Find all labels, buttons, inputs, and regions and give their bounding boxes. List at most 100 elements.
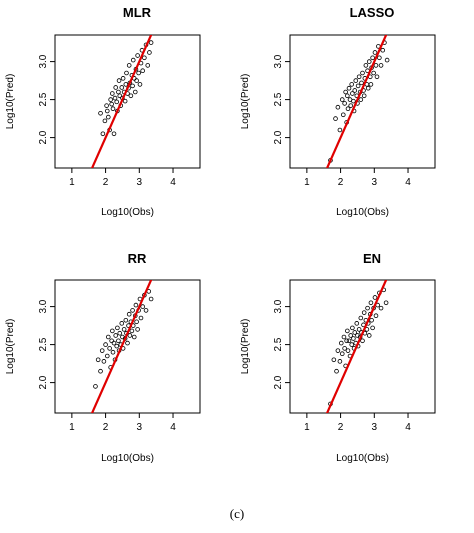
data-point [134, 319, 139, 325]
data-point [98, 110, 103, 116]
data-point [350, 325, 355, 331]
data-point [335, 348, 341, 353]
data-point [373, 63, 379, 68]
data-point [130, 308, 135, 313]
data-point [107, 346, 112, 351]
data-point [116, 89, 121, 95]
data-point [365, 85, 371, 91]
identity-line [325, 280, 388, 413]
data-point [345, 348, 351, 353]
chart-title: LASSO [350, 5, 395, 20]
chart-panel: RR 1 2 3 4 2.0 2.5 3.0 Log10(Obs) Log10(Pred) [5, 251, 201, 464]
y-tick-label: 2.5 [273, 337, 284, 351]
data-point [337, 359, 343, 364]
data-point [111, 131, 117, 137]
data-point [132, 89, 138, 95]
x-tick-label: 2 [103, 422, 109, 433]
plot-frame [54, 34, 201, 169]
data-point [344, 338, 349, 344]
data-point [340, 112, 346, 118]
x-tick-label: 1 [69, 422, 75, 433]
data-point [135, 327, 140, 332]
chart-title: RR [128, 251, 147, 266]
data-point [99, 348, 105, 353]
x-tick-label: 1 [69, 177, 75, 188]
data-point [123, 82, 129, 87]
data-point [129, 328, 135, 334]
data-point [116, 338, 121, 344]
data-point [145, 63, 151, 68]
x-tick-label: 3 [137, 422, 143, 433]
identity-line [325, 35, 388, 168]
data-point [339, 351, 345, 357]
data-point [102, 118, 108, 124]
data-point [351, 336, 356, 341]
data-point [345, 328, 350, 334]
data-point [130, 57, 136, 63]
data-point [104, 353, 110, 359]
data-point [378, 63, 384, 68]
figure-caption: (c) [229, 506, 245, 521]
data-point [100, 131, 106, 137]
data-point [124, 70, 129, 76]
data-point [114, 99, 120, 105]
data-point [131, 334, 137, 340]
data-point [335, 104, 341, 110]
data-point [143, 308, 149, 313]
data-point [351, 98, 356, 104]
y-tick-label: 3.0 [38, 54, 49, 68]
data-point [103, 342, 108, 347]
data-point [345, 106, 351, 112]
data-point [359, 80, 364, 86]
data-point [353, 78, 359, 83]
y-tick-label: 3.0 [273, 299, 284, 313]
data-point [331, 357, 337, 363]
data-point [147, 50, 152, 55]
y-tick-label: 2.0 [38, 375, 49, 389]
data-point [104, 108, 110, 114]
data-point [121, 327, 127, 332]
x-axis-label: Log10(Obs) [336, 207, 389, 218]
y-tick-label: 2.0 [273, 375, 284, 389]
y-tick-label: 3.0 [273, 54, 284, 68]
data-point [148, 296, 154, 302]
data-point [105, 334, 111, 340]
data-point [356, 327, 362, 332]
data-point [352, 330, 358, 335]
data-point [110, 91, 115, 96]
data-point [119, 85, 125, 90]
data-point [109, 101, 114, 107]
data-point [349, 82, 355, 87]
data-point [140, 304, 145, 309]
data-point [346, 85, 352, 91]
data-point [148, 40, 154, 45]
data-point [133, 302, 139, 308]
data-point [119, 321, 125, 326]
data-point [122, 98, 128, 104]
data-point [134, 78, 139, 83]
data-point [365, 305, 370, 311]
data-point [110, 328, 115, 334]
data-point [114, 343, 120, 349]
data-point [110, 106, 116, 112]
data-point [372, 50, 378, 55]
data-point [342, 101, 347, 106]
y-tick-label: 2.5 [38, 337, 49, 351]
data-point [126, 63, 132, 68]
identity-line [90, 35, 153, 168]
y-tick-label: 2.0 [38, 130, 49, 144]
x-tick-label: 2 [103, 177, 109, 188]
y-axis-label: Log10(Pred) [5, 74, 16, 130]
y-axis-label: Log10(Pred) [5, 319, 16, 375]
data-point [123, 317, 129, 323]
y-tick-label: 3.0 [38, 299, 49, 313]
y-axis-label: Log10(Pred) [240, 319, 251, 375]
data-point [142, 55, 147, 61]
data-point [372, 295, 378, 300]
data-point [138, 315, 144, 321]
data-point [373, 313, 379, 319]
data-point [126, 311, 132, 317]
data-point [366, 59, 372, 64]
chart-title: EN [363, 251, 381, 266]
x-tick-label: 4 [170, 177, 176, 188]
